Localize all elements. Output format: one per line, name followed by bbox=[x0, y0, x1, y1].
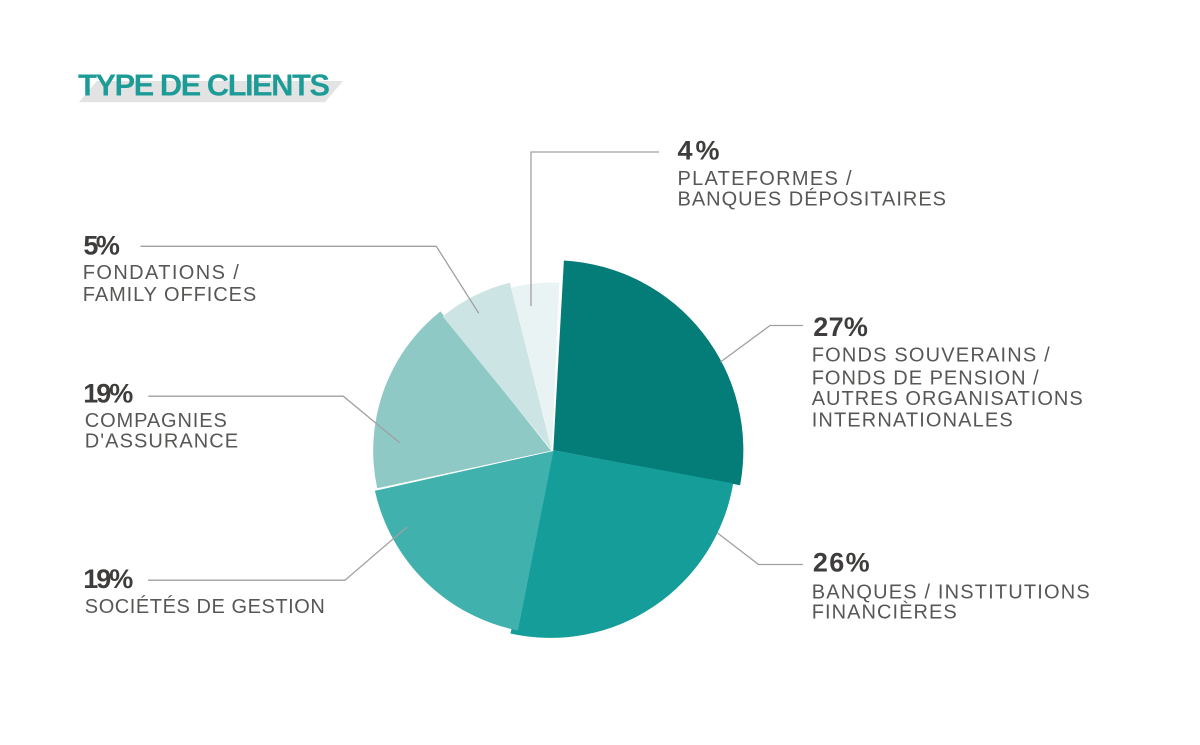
svg-text:BANQUES / INSTITUTIONS: BANQUES / INSTITUTIONS bbox=[812, 581, 1090, 603]
svg-text:FONDS SOUVERAINS /: FONDS SOUVERAINS / bbox=[812, 345, 1050, 367]
svg-text:TYPE DE CLIENTS: TYPE DE CLIENTS bbox=[78, 68, 330, 103]
svg-text:19%: 19% bbox=[83, 564, 133, 594]
svg-text:FAMILY OFFICES: FAMILY OFFICES bbox=[83, 284, 256, 306]
svg-text:4%: 4% bbox=[678, 136, 720, 166]
svg-text:D'ASSURANCE: D'ASSURANCE bbox=[85, 430, 238, 452]
svg-text:FONDATIONS /: FONDATIONS / bbox=[83, 262, 239, 284]
svg-text:BANQUES DÉPOSITAIRES: BANQUES DÉPOSITAIRES bbox=[678, 188, 947, 211]
svg-text:5%: 5% bbox=[83, 231, 120, 261]
svg-text:27%: 27% bbox=[813, 312, 868, 342]
svg-text:FONDS DE PENSION /: FONDS DE PENSION / bbox=[812, 367, 1039, 389]
svg-text:PLATEFORMES /: PLATEFORMES / bbox=[678, 168, 852, 190]
svg-text:19%: 19% bbox=[83, 379, 133, 409]
svg-text:COMPAGNIES: COMPAGNIES bbox=[85, 410, 227, 432]
svg-text:26%: 26% bbox=[813, 548, 870, 578]
svg-text:FINANCIÈRES: FINANCIÈRES bbox=[812, 601, 957, 624]
svg-text:AUTRES ORGANISATIONS: AUTRES ORGANISATIONS bbox=[812, 388, 1083, 410]
svg-text:SOCIÉTÉS DE GESTION: SOCIÉTÉS DE GESTION bbox=[85, 595, 325, 618]
svg-text:INTERNATIONALES: INTERNATIONALES bbox=[812, 410, 1013, 432]
